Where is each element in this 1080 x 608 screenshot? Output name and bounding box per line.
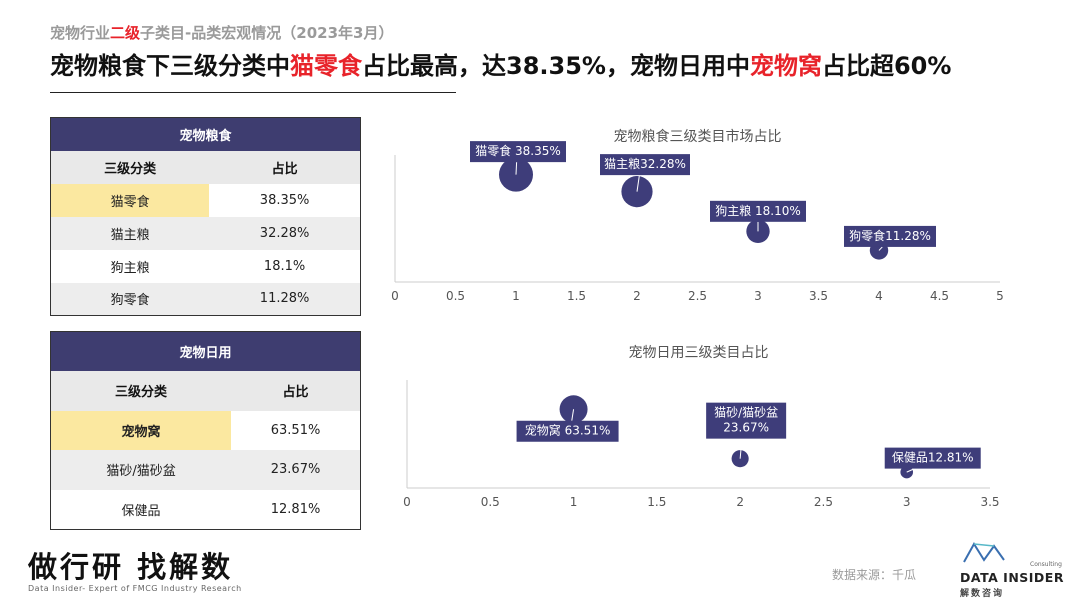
- col-share-header: 占比: [231, 371, 361, 411]
- row-category: 猫零食: [50, 183, 210, 217]
- row-share: 11.28%: [209, 282, 361, 316]
- data-label-box: [706, 402, 787, 439]
- x-tick-label: 2.5: [688, 289, 707, 303]
- footer-tagline: Data Insider- Expert of FMCG Industry Re…: [28, 584, 242, 593]
- chart-title: 宠物日用三级类目占比: [629, 345, 769, 361]
- table-row: 狗主粮 18.1%: [51, 250, 361, 283]
- row-share: 32.28%: [209, 216, 361, 250]
- row-category: 宠物窝: [50, 410, 232, 450]
- x-tick-label: 1.5: [647, 495, 666, 509]
- data-source: 数据来源：千瓜: [832, 568, 917, 582]
- row-category: 猫主粮: [50, 216, 210, 250]
- pet-daily-table: 宠物日用 三级分类 占比 宠物窝 63.51% 猫砂/猫砂盆 23.67% 保健品 12…: [50, 331, 361, 530]
- footer-slogan: 做行研 找解数: [28, 550, 234, 584]
- data-label: 狗主粮 18.10%: [715, 203, 801, 218]
- headline-divider: [50, 92, 456, 93]
- row-share: 12.81%: [270, 501, 321, 517]
- row-share: 18.1%: [263, 258, 306, 274]
- x-tick-label: 2: [633, 289, 641, 303]
- row-share: 63.51%: [270, 422, 321, 438]
- data-label: 猫砂/猫砂盆 23.67%: [714, 406, 778, 435]
- row-category: 猫砂/猫砂盆: [50, 450, 232, 490]
- data-label-box: [516, 420, 619, 442]
- col-category-header: 三级分类: [50, 371, 232, 411]
- logo-cn: 解数咨询: [960, 589, 1005, 599]
- data-label-box: [884, 447, 981, 469]
- bubble-point: [731, 450, 749, 468]
- table-row: 猫主粮 32.28%: [50, 216, 361, 250]
- row-category: 保健品: [121, 503, 161, 519]
- label-leader-line: [906, 468, 915, 473]
- x-tick-label: 0.5: [481, 495, 500, 509]
- x-tick-label: 1: [512, 289, 520, 303]
- x-tick-label: 2.5: [814, 495, 833, 509]
- x-tick-label: 1.5: [567, 289, 586, 303]
- data-label-box: [600, 154, 690, 176]
- col-share-header: 占比: [209, 150, 361, 184]
- x-tick-label: 4.5: [930, 289, 949, 303]
- page-headline: 宠物粮食下三级分类中猫零食占比最高，达38.35%，宠物日用中宠物窝占比超60%: [50, 52, 952, 80]
- label-leader-line: [571, 409, 575, 421]
- x-tick-label: 0: [391, 289, 399, 303]
- table-row: 猫零食 38.35%: [50, 183, 361, 217]
- table-row: 狗零食 11.28%: [50, 282, 361, 316]
- bubble-point: [559, 395, 588, 424]
- x-tick-label: 3: [754, 289, 762, 303]
- pet-daily-table-title: 宠物日用: [50, 331, 361, 371]
- pet-food-table: 宠物粮食 三级分类 占比 猫零食 38.35% 猫主粮 32.28% 狗主粮 18.1%…: [50, 117, 361, 316]
- data-label: 猫零食 38.35%: [475, 143, 561, 158]
- label-leader-line: [515, 162, 518, 175]
- x-tick-label: 2: [736, 495, 744, 509]
- data-label: 猫主粮32.28%: [604, 156, 686, 171]
- x-tick-label: 1: [570, 495, 578, 509]
- label-leader-line: [636, 175, 640, 192]
- x-tick-label: 5: [996, 289, 1004, 303]
- data-label-box: [844, 225, 936, 247]
- pet-food-table-title: 宠物粮食: [50, 117, 361, 151]
- col-category-header: 三级分类: [50, 150, 210, 184]
- logo-consulting: Consulting: [1030, 561, 1062, 568]
- data-label: 保健品12.81%: [892, 451, 974, 465]
- x-tick-label: 0: [403, 495, 411, 509]
- x-tick-label: 3.5: [809, 289, 828, 303]
- data-label-box: [470, 141, 566, 163]
- data-label-box: [710, 200, 806, 222]
- row-share: 38.35%: [259, 192, 310, 208]
- pet-daily-bubble-chart: 宠物日用三级类目占比 0 0.5 1 1.5 2 2.5 3 3.5 宠物窝 63.51% 猫砂/猫…: [403, 345, 999, 509]
- pet-food-bubble-chart: 宠物粮食三级类目市场占比 0 0.5 1 1.5 2 2.5 3 3.5 4 4.5 5 猫零食 38.…: [391, 128, 1004, 303]
- row-share: 23.67%: [231, 450, 361, 490]
- x-tick-label: 4: [875, 289, 883, 303]
- logo-name: DATA INSIDER: [960, 570, 1064, 585]
- table-row: 猫砂/猫砂盆 23.67%: [50, 450, 361, 490]
- label-leader-line: [739, 438, 743, 459]
- row-category: 狗主粮: [110, 260, 150, 276]
- page-subtitle: 宠物行业二级子类目-品类宏观情况（2023年3月）: [50, 24, 394, 42]
- row-category: 狗零食: [50, 282, 210, 316]
- label-leader-line: [878, 246, 883, 251]
- x-tick-label: 3: [903, 495, 911, 509]
- data-insider-logo-icon: [963, 542, 1005, 563]
- x-tick-label: 0.5: [446, 289, 465, 303]
- chart-title: 宠物粮食三级类目市场占比: [614, 128, 782, 145]
- table-row: 保健品 12.81%: [51, 490, 361, 530]
- data-label: 宠物窝 63.51%: [525, 423, 611, 438]
- data-label: 狗零食11.28%: [849, 228, 931, 243]
- x-tick-label: 3.5: [980, 495, 999, 509]
- bubble-point: [746, 219, 770, 243]
- table-row: 宠物窝 63.51%: [50, 410, 361, 450]
